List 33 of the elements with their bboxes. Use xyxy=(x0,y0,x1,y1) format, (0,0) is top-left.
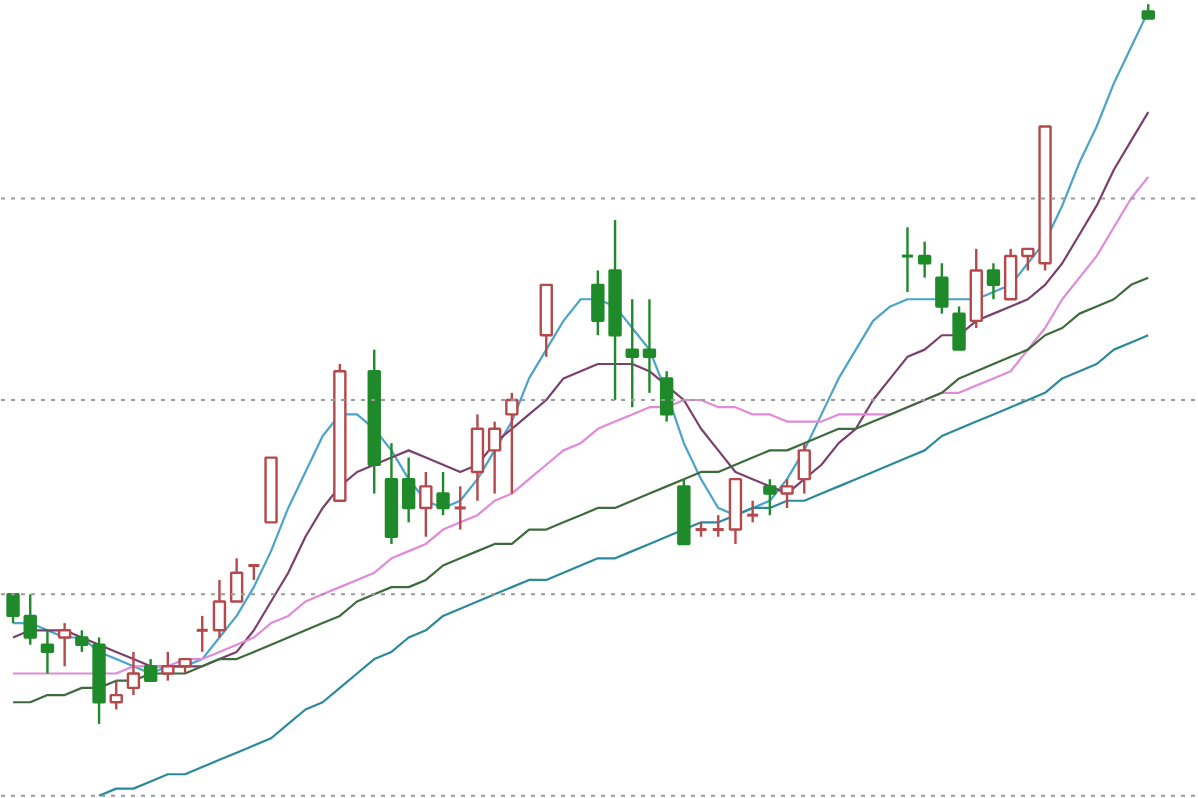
candlestick xyxy=(763,477,777,517)
candlestick xyxy=(505,391,519,495)
candlestick xyxy=(935,262,949,315)
candlestick xyxy=(229,557,244,603)
candlestick xyxy=(401,456,416,524)
candlestick xyxy=(642,298,657,394)
candlestick xyxy=(161,650,175,682)
candlestick xyxy=(6,593,20,625)
candlestick xyxy=(900,226,915,294)
candlestick xyxy=(487,420,502,495)
candlestick xyxy=(419,470,433,538)
candlestick xyxy=(212,578,227,639)
candlestick xyxy=(470,413,485,502)
candlestick xyxy=(126,650,141,697)
candlestick xyxy=(195,614,210,654)
candlestick xyxy=(1003,247,1018,301)
candlestick xyxy=(40,629,55,675)
candlestick xyxy=(453,485,468,531)
candlestick xyxy=(109,679,123,711)
candlestick xyxy=(625,298,639,409)
candlestick xyxy=(143,657,158,682)
candlestick xyxy=(986,262,1001,301)
candlestick xyxy=(23,593,37,646)
candlestick xyxy=(436,470,450,517)
candlestick xyxy=(780,477,794,510)
candlestick xyxy=(75,629,89,654)
candlestick xyxy=(57,621,72,668)
candlestick xyxy=(952,305,966,351)
candlestick xyxy=(659,370,674,423)
candlestick xyxy=(711,513,726,538)
candlestick xyxy=(917,240,932,279)
candlestick xyxy=(797,441,811,495)
candlestick xyxy=(745,499,760,524)
